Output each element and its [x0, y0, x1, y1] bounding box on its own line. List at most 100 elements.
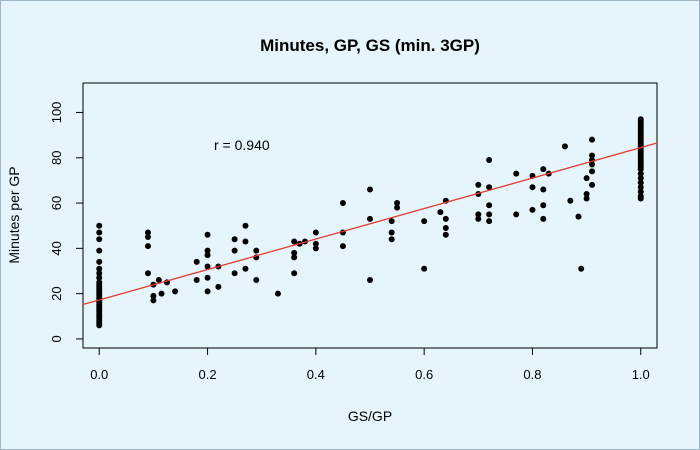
y-tick-label: 20: [49, 286, 64, 300]
data-point: [339, 243, 346, 250]
data-point: [637, 184, 644, 191]
y-tick-label: 60: [49, 196, 64, 210]
data-point: [529, 206, 536, 213]
data-point: [253, 247, 260, 254]
plot-area: [82, 82, 658, 349]
data-point: [204, 252, 211, 259]
data-points: [96, 116, 644, 329]
data-point: [486, 202, 493, 209]
x-axis-label: GS/GP: [348, 408, 392, 424]
data-point: [291, 238, 298, 245]
data-point: [204, 288, 211, 295]
data-point: [231, 270, 238, 277]
data-point: [312, 245, 319, 252]
data-point: [339, 200, 346, 207]
data-point: [513, 170, 520, 177]
data-point: [242, 265, 249, 272]
data-point: [637, 179, 644, 186]
data-point: [231, 247, 238, 254]
data-point: [540, 166, 547, 173]
data-point: [513, 211, 520, 218]
data-point: [367, 215, 373, 222]
data-point: [637, 166, 644, 173]
y-tick-label: 40: [49, 241, 64, 255]
data-point: [204, 231, 211, 238]
data-point: [442, 215, 449, 222]
data-point: [312, 240, 319, 247]
data-point: [486, 157, 493, 164]
data-point: [144, 270, 151, 277]
data-point: [231, 236, 238, 243]
data-point: [96, 274, 103, 281]
x-tick-label: 0.8: [523, 367, 541, 382]
data-point: [150, 297, 157, 304]
data-point: [437, 209, 444, 216]
data-point: [193, 277, 200, 284]
data-point: [96, 236, 103, 243]
data-point: [583, 175, 590, 182]
data-point: [96, 322, 103, 329]
y-tick-label: 0: [49, 335, 64, 342]
regression-line: [82, 142, 658, 306]
data-point: [540, 215, 547, 222]
data-point: [155, 277, 162, 284]
data-point: [486, 184, 493, 191]
data-point: [442, 224, 449, 231]
data-point: [475, 211, 482, 218]
data-point: [96, 222, 103, 229]
data-point: [583, 195, 590, 202]
data-point: [475, 181, 482, 188]
data-point: [637, 195, 644, 202]
data-point: [589, 152, 596, 159]
data-point: [193, 258, 200, 265]
data-point: [388, 236, 395, 243]
data-point: [144, 243, 151, 250]
data-point: [567, 197, 574, 204]
x-tick-label: 0.2: [199, 367, 217, 382]
data-point: [388, 229, 395, 236]
data-point: [172, 288, 179, 295]
data-point: [204, 263, 211, 270]
data-point: [291, 249, 298, 256]
chart-title: Minutes, GP, GS (min. 3GP): [260, 36, 480, 55]
data-point: [96, 258, 103, 265]
data-point: [96, 265, 103, 272]
data-point: [388, 218, 395, 225]
data-point: [291, 270, 298, 277]
data-point: [274, 290, 281, 297]
data-point: [540, 202, 547, 209]
data-point: [291, 254, 298, 261]
data-point: [215, 283, 222, 290]
data-point: [583, 190, 590, 197]
y-tick-label: 100: [49, 102, 64, 124]
data-point: [637, 188, 644, 195]
data-point: [486, 218, 493, 225]
data-point: [96, 270, 103, 277]
data-point: [394, 204, 401, 211]
data-point: [253, 277, 260, 284]
data-point: [96, 247, 103, 254]
data-point: [540, 186, 547, 193]
data-point: [144, 234, 151, 241]
data-point: [575, 213, 582, 220]
y-tick-label: 80: [49, 151, 64, 165]
data-point: [242, 238, 249, 245]
data-point: [589, 161, 596, 168]
correlation-annotation: r = 0.940: [214, 137, 270, 153]
data-point: [578, 265, 585, 272]
data-point: [394, 200, 401, 207]
data-point: [158, 290, 165, 297]
data-point: [475, 215, 482, 222]
data-point: [421, 265, 428, 272]
data-point: [589, 136, 596, 143]
x-tick-label: 1.0: [632, 367, 650, 382]
data-point: [150, 292, 157, 299]
data-point: [589, 168, 596, 175]
y-axis-label: Minutes per GP: [6, 166, 22, 263]
data-point: [529, 184, 536, 191]
data-point: [486, 211, 493, 218]
y-axis: 0 20 40 60 80 100: [49, 102, 84, 343]
data-point: [637, 175, 644, 182]
data-point: [442, 231, 449, 238]
